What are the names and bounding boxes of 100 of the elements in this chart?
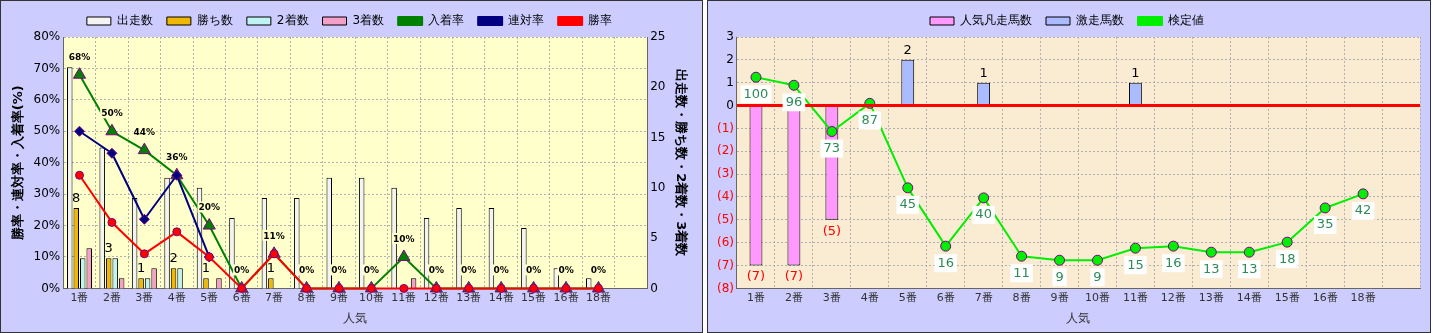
x-tick-label: 12番 <box>423 290 449 304</box>
data-label: 0% <box>558 265 574 276</box>
data-label: 96 <box>785 93 803 109</box>
y-tick-label: 2 <box>726 51 734 66</box>
x-tick-label: 11番 <box>391 290 417 304</box>
y-tick-label: 0 <box>726 97 734 112</box>
data-label: (7) <box>784 268 804 284</box>
data-label: 50% <box>101 108 123 119</box>
data-label: 11 <box>1013 264 1030 280</box>
x-tick-label: 6番 <box>232 290 251 304</box>
data-label: 1 <box>979 64 988 80</box>
data-label: 40 <box>975 206 992 222</box>
y2-axis-title: 出走数・勝ち数・2着数・3着数 <box>673 69 689 258</box>
y-tick-label: (5) <box>717 211 734 226</box>
data-label: 73 <box>823 139 841 155</box>
data-label: 0% <box>428 265 444 276</box>
y-tick-label: (3) <box>717 166 734 181</box>
x-tick-label: 14番 <box>488 290 514 304</box>
y-tick-label: (2) <box>717 143 734 158</box>
legend-label: 人気凡走馬数 <box>960 13 1032 28</box>
x-tick-label: 15番 <box>521 290 547 304</box>
data-label: 42 <box>1354 202 1372 218</box>
x-tick-label: 18番 <box>1350 290 1376 304</box>
data-label: 9 <box>1055 268 1064 284</box>
data-label: 13 <box>1240 260 1258 276</box>
x-tick-label: 9番 <box>329 290 348 304</box>
x-tick-label: 16番 <box>553 290 579 304</box>
data-label: 0% <box>331 265 347 276</box>
x-tick-label: 4番 <box>167 290 186 304</box>
data-label: 18 <box>1278 250 1296 266</box>
x-tick-label: 10番 <box>358 290 384 304</box>
data-label: 8 <box>72 189 81 205</box>
x-tick-label: 18番 <box>585 290 611 304</box>
data-label: 16 <box>1165 254 1182 270</box>
y2-tick-label: 10 <box>650 179 666 194</box>
y-tick-label: (1) <box>717 120 734 135</box>
data-label: 13 <box>1203 260 1220 276</box>
legend-label: 激走馬数 <box>1076 13 1124 28</box>
x-tick-label: 3番 <box>135 290 154 304</box>
data-label: 36% <box>166 152 188 163</box>
data-label: 0% <box>590 265 607 276</box>
legend-label: 検定値 <box>1168 13 1204 28</box>
data-label: 100 <box>743 85 769 101</box>
y-tick-label: (6) <box>717 234 734 249</box>
y-tick-label: 70% <box>33 60 61 75</box>
data-label: 16 <box>937 254 954 270</box>
data-label: 9 <box>1093 268 1102 284</box>
data-label: 45 <box>899 196 917 212</box>
data-label: 3 <box>104 240 113 256</box>
x-tick-label: 16番 <box>1312 290 1338 304</box>
y-tick-label: (7) <box>717 257 734 272</box>
x-tick-label: 6番 <box>936 290 955 304</box>
legend-label: 勝率 <box>588 13 613 28</box>
x-tick-label: 10番 <box>1084 290 1110 304</box>
y-axis-title: 勝率・連対率・入着率(%) <box>10 85 26 242</box>
data-label: 0% <box>461 265 477 276</box>
x-tick-label: 4番 <box>860 290 879 304</box>
x-tick-label: 13番 <box>1198 290 1224 304</box>
y2-tick-label: 25 <box>650 29 666 44</box>
data-label: 1 <box>1131 64 1140 80</box>
x-tick-label: 9番 <box>1050 290 1069 304</box>
x-axis-title: 人気 <box>1066 310 1091 325</box>
y-tick-label: 80% <box>33 29 61 44</box>
data-label: 0% <box>525 265 542 276</box>
y-tick-label: 20% <box>33 217 61 232</box>
legend-label: 入着率 <box>428 13 465 28</box>
y-tick-label: 40% <box>33 154 61 169</box>
x-tick-label: 11番 <box>1122 290 1148 304</box>
legend-label: 出走数 <box>116 13 153 28</box>
data-label: 11% <box>263 230 285 241</box>
x-tick-label: 3番 <box>822 290 841 304</box>
x-tick-label: 14番 <box>1236 290 1262 304</box>
x-tick-label: 12番 <box>1160 290 1186 304</box>
x-tick-label: 2番 <box>102 290 121 304</box>
data-label: 35 <box>1316 216 1334 232</box>
data-label: 10% <box>393 233 415 244</box>
data-label: (7) <box>746 268 766 284</box>
data-label: 0% <box>298 265 315 276</box>
data-label: 1 <box>201 260 211 276</box>
data-label: 44% <box>133 126 156 137</box>
y-tick-label: 60% <box>33 91 61 106</box>
y-tick-label: 3 <box>726 29 734 44</box>
x-tick-label: 1番 <box>70 290 89 304</box>
y-tick-label: 1 <box>726 74 734 89</box>
data-label: 15 <box>1127 256 1144 272</box>
y-tick-label: (8) <box>717 280 734 295</box>
x-tick-label: 1番 <box>746 290 765 304</box>
y2-tick-label: 15 <box>650 129 666 144</box>
y2-tick-label: 0 <box>650 280 658 295</box>
x-tick-label: 7番 <box>265 290 284 304</box>
x-tick-label: 15番 <box>1274 290 1300 304</box>
y2-tick-label: 5 <box>650 230 658 245</box>
x-tick-label: 13番 <box>456 290 482 304</box>
data-label: (5) <box>822 222 842 238</box>
legend-label: 2着数 <box>276 13 309 28</box>
data-label: 0% <box>493 265 509 276</box>
y2-tick-label: 20 <box>650 79 666 94</box>
y-tick-label: 0% <box>41 280 61 295</box>
data-label: 1 <box>136 260 146 276</box>
y-tick-label: 10% <box>33 249 61 264</box>
